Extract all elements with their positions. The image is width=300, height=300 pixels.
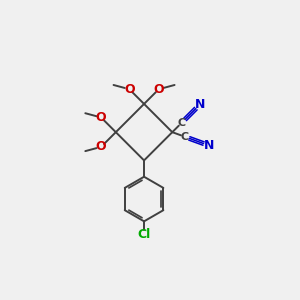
Text: O: O (96, 111, 106, 124)
Text: O: O (124, 83, 135, 96)
Text: C: C (181, 132, 189, 142)
Text: O: O (96, 140, 106, 153)
Text: N: N (194, 98, 205, 111)
Text: N: N (203, 139, 214, 152)
Text: C: C (178, 118, 186, 128)
Text: Cl: Cl (137, 228, 151, 241)
Text: O: O (154, 83, 164, 96)
